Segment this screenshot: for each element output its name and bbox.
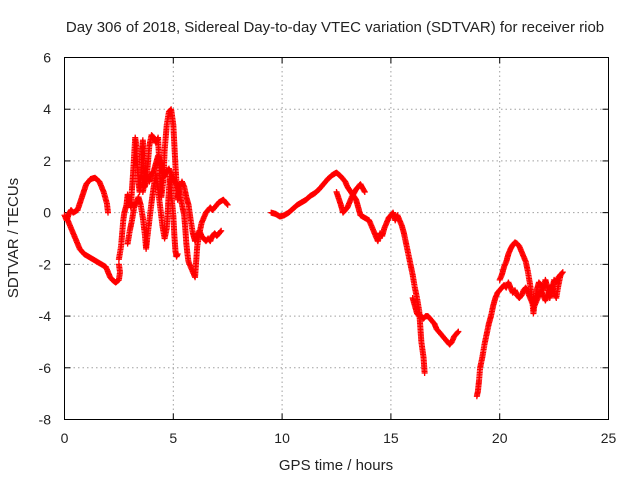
y-tick-label: 6 [43, 50, 51, 66]
data-point [174, 251, 181, 258]
data-point [115, 261, 122, 268]
y-axis-title: SDTVAR / TECUs [5, 178, 22, 298]
data-marks [61, 106, 566, 400]
y-tick-label: 0 [43, 205, 51, 221]
x-tick-label: 10 [274, 430, 290, 446]
y-tick-label: -4 [39, 308, 52, 324]
plot-frame [64, 57, 609, 420]
x-tick-label: 20 [492, 430, 508, 446]
x-tick-labels: 0 5 10 15 20 25 [61, 430, 617, 446]
data-point [218, 227, 225, 234]
x-tick-label: 25 [601, 430, 617, 446]
y-tick-label: -2 [39, 256, 52, 272]
y-tick-labels: -8 -6 -4 -2 0 2 4 6 [39, 50, 52, 428]
y-tick-label: 4 [43, 101, 51, 117]
chart-title: Day 306 of 2018, Sidereal Day-to-day VTE… [66, 19, 604, 36]
data-point [217, 228, 224, 235]
data-point [454, 329, 461, 336]
x-tick-label: 0 [61, 430, 69, 446]
x-tick-label: 5 [169, 430, 177, 446]
y-tick-label: 2 [43, 153, 51, 169]
data-point [455, 328, 462, 335]
data-point [105, 209, 112, 216]
data-point [361, 188, 368, 195]
data-point [557, 271, 564, 278]
x-axis-title: GPS time / hours [279, 457, 393, 474]
x-tick-label: 15 [383, 430, 399, 446]
data-point [224, 201, 231, 208]
y-tick-label: -6 [39, 360, 52, 376]
y-tick-label: -8 [39, 412, 52, 428]
data-point [223, 201, 230, 208]
data-point [556, 272, 563, 279]
data-point [421, 369, 428, 376]
